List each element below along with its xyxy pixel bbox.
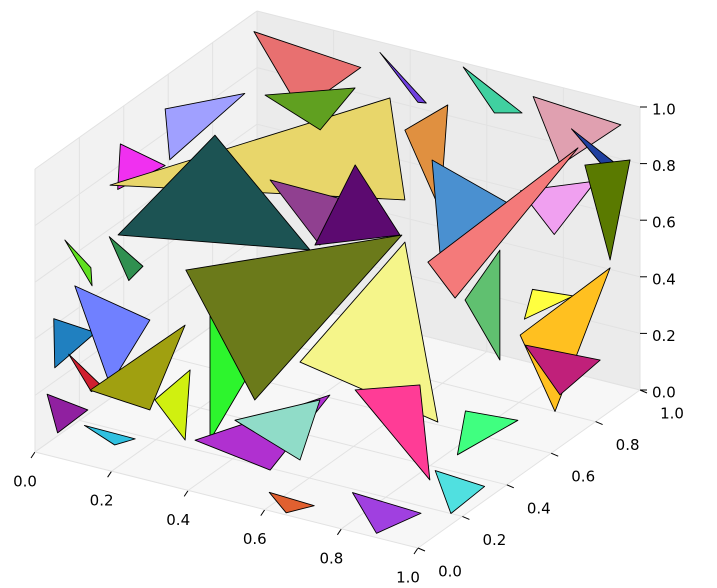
triangle [464,249,501,361]
triangle [64,239,93,287]
triangle [427,147,579,299]
x-tick [413,547,419,555]
grid-line [264,351,488,511]
triangle [584,159,631,261]
triangle [456,410,519,456]
y-tick-label: 0.4 [527,499,551,517]
y-tick-label: 0.2 [482,531,506,549]
triangle [46,393,89,434]
grid-line [417,389,641,549]
triangle [83,424,136,446]
y-tick [417,547,426,552]
triangle [268,491,315,514]
pane [35,294,640,548]
triangle [253,31,362,111]
z-tick-label: 0.4 [652,270,676,288]
x-tick-label: 1.0 [396,569,420,587]
x-tick-label: 0.0 [13,473,37,491]
x-tick-label: 0.8 [319,549,343,567]
triangle [523,288,574,320]
x-tick [107,470,113,478]
triangle [108,236,144,282]
triangle [53,318,96,369]
triangle [519,267,611,412]
triangle [314,164,401,246]
x-tick-label: 0.6 [243,530,267,548]
z-tick-label: 1.0 [652,101,676,119]
grid-line [256,10,641,108]
grid-line [34,236,258,396]
triangle [234,399,321,461]
y-tick-label: 0.6 [571,468,595,486]
y-tick [506,484,514,489]
y-tick [551,452,559,457]
triangle [185,234,403,401]
y-tick [462,515,470,520]
y-tick [595,421,603,426]
triangle [264,87,356,131]
x-tick-label: 0.4 [166,511,190,529]
triangle [379,52,427,104]
triangle [74,285,151,386]
triangle [354,384,431,481]
x-tick [30,451,36,459]
x-tick [336,528,342,536]
y-tick-label: 1.0 [660,405,684,423]
x-tick-label: 0.2 [90,492,114,510]
x-tick [183,490,189,497]
z-tick-label: 0.8 [652,157,676,175]
grid-line [34,10,258,170]
grid-line [34,451,419,549]
z-tick-label: 0.2 [652,327,676,345]
triangle [117,134,311,251]
z-tick-label: 0.0 [652,384,676,402]
grid-line [34,67,258,227]
x-tick [260,509,266,516]
y-tick-label: 0.0 [438,563,462,581]
triangle [462,66,523,114]
triangle [89,324,186,411]
triangle [164,92,246,161]
z-tick-label: 0.6 [652,214,676,232]
triangle [352,492,422,534]
y-tick-label: 0.8 [616,436,640,454]
triangle [154,369,191,441]
triangle [524,344,601,396]
triangle [434,470,486,514]
